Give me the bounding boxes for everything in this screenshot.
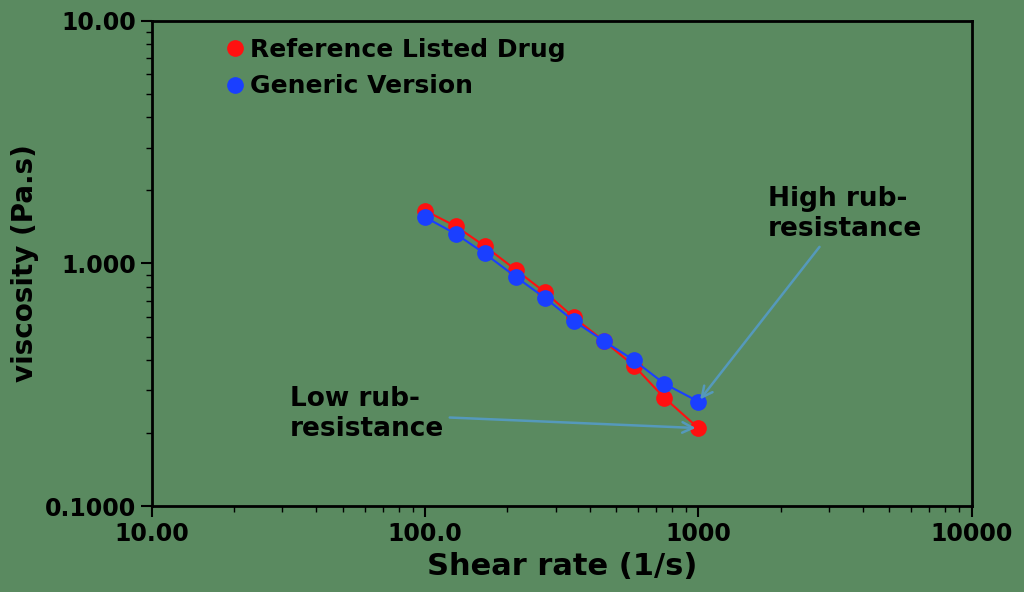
Reference Listed Drug xyxy=(419,207,431,214)
Generic Version xyxy=(567,317,580,324)
Y-axis label: viscosity (Pa.s): viscosity (Pa.s) xyxy=(11,144,39,382)
Generic Version xyxy=(419,214,431,221)
Generic Version xyxy=(539,295,551,302)
Generic Version xyxy=(478,250,490,257)
Generic Version xyxy=(658,380,671,387)
Reference Listed Drug xyxy=(658,394,671,401)
Text: Low rub-
resistance: Low rub- resistance xyxy=(290,386,693,442)
Reference Listed Drug xyxy=(628,362,640,369)
Text: High rub-
resistance: High rub- resistance xyxy=(701,186,923,397)
Reference Listed Drug xyxy=(567,314,580,321)
Generic Version xyxy=(598,337,610,345)
Legend: Reference Listed Drug, Generic Version: Reference Listed Drug, Generic Version xyxy=(230,38,565,98)
Line: Generic Version: Generic Version xyxy=(418,210,707,409)
Reference Listed Drug xyxy=(539,289,551,296)
Reference Listed Drug xyxy=(510,266,522,274)
Generic Version xyxy=(510,274,522,281)
Reference Listed Drug xyxy=(598,337,610,345)
Reference Listed Drug xyxy=(478,243,490,250)
Generic Version xyxy=(451,231,463,238)
Generic Version xyxy=(628,356,640,363)
Reference Listed Drug xyxy=(451,223,463,230)
Line: Reference Listed Drug: Reference Listed Drug xyxy=(418,203,707,436)
Generic Version xyxy=(692,398,705,405)
X-axis label: Shear rate (1/s): Shear rate (1/s) xyxy=(427,552,697,581)
Reference Listed Drug xyxy=(692,424,705,432)
